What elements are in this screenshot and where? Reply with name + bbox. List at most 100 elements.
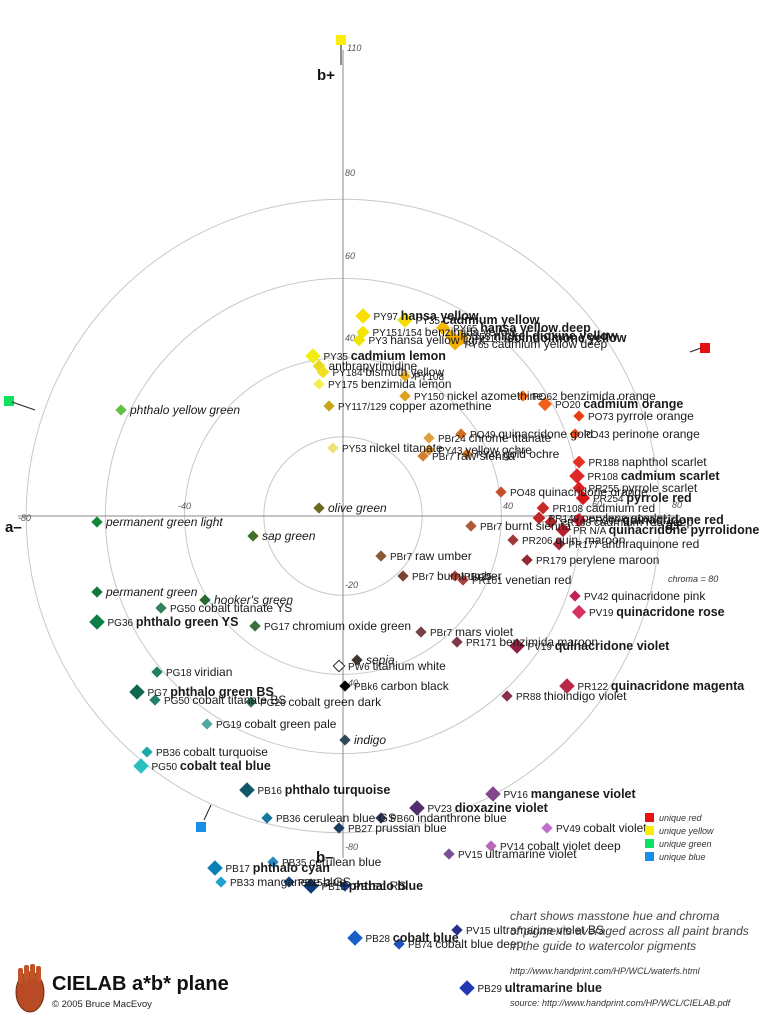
- pigment-label: PV15 ultramarine violet: [458, 847, 577, 861]
- pigment-label: PB36 cerulean blue GS: [276, 811, 396, 825]
- note-line: chart shows masstone hue and chroma: [510, 909, 720, 923]
- pigment-label: PR206 quin. maroon: [522, 533, 625, 547]
- pigment-label: PBr7 burnt umber: [412, 569, 502, 583]
- tick-label: 60: [592, 499, 602, 509]
- pigment-label: PV49 cobalt violet: [556, 821, 647, 835]
- pigment-mark: [91, 516, 103, 528]
- hand-finger: [30, 964, 35, 980]
- legend-label: unique yellow: [659, 826, 714, 836]
- pigment-mark: [448, 337, 462, 351]
- pigment-mark: [323, 400, 335, 412]
- pigment-label: PV14 cobalt violet deep: [500, 839, 621, 853]
- pigment-mark: [541, 822, 553, 834]
- pigment-label: PR171 benzimida maroon: [466, 635, 598, 649]
- pigment-label: PB17 phthalo cyan: [226, 861, 330, 875]
- pigment-mark: [339, 680, 351, 692]
- pigment-label: PB60 indanthrone blue: [390, 811, 507, 825]
- pigment-mark: [537, 396, 553, 412]
- pigment-label: PV23 dioxazine violet: [428, 801, 549, 815]
- pigment-label: PY3 hansa yellow light: [369, 333, 486, 347]
- pigment-label: PR149 perylene scarlet: [549, 511, 668, 525]
- pigment-label: PV19 quinacridone rose: [589, 605, 725, 619]
- pigment-label: PY150 nickel azomethine: [414, 389, 543, 403]
- pigment-mark: [245, 696, 257, 708]
- pigment-label: PW6 titanium white: [348, 659, 446, 673]
- pigment-label: sap green: [262, 529, 316, 543]
- pigment-label: PG19 cobalt green pale: [216, 717, 337, 731]
- unique-arrow: [203, 804, 212, 821]
- pigment-mark: [495, 486, 507, 498]
- pigment-label: PG17 chromium oxide green: [264, 619, 411, 633]
- pigment-label: PO49 quinacridone gold: [470, 427, 593, 441]
- pigment-label: PV42 quinacridone pink: [584, 589, 706, 603]
- pigment-mark: [451, 636, 463, 648]
- pigment-labels: PY97 hansa yellow PY151/154 benzimida yel…: [105, 309, 759, 995]
- pigment-mark: [417, 450, 429, 462]
- pigment-label: PB29 ultramarine blue: [478, 981, 603, 995]
- pigment-mark: [393, 938, 405, 950]
- tick-label: -40: [345, 678, 358, 688]
- pigment-mark: [569, 468, 585, 484]
- pigment-mark: [339, 880, 351, 892]
- pigment-mark: [423, 444, 435, 456]
- a-plus-label: a+: [665, 517, 682, 534]
- pigment-label: PY153 nickel dioxine yellow: [461, 329, 618, 343]
- pigment-mark: [91, 586, 103, 598]
- pigment-label: PG50 cobalt titanate BS: [164, 693, 286, 707]
- unique-arrow: [11, 401, 36, 411]
- pigment-mark: [333, 822, 345, 834]
- pigment-label: PR122 quinacridone magenta: [578, 679, 746, 693]
- pigment-mark: [89, 614, 105, 630]
- pigment-mark: [465, 520, 477, 532]
- pigment-mark: [247, 530, 259, 542]
- pigment-label: PB15:3 GS: [298, 875, 351, 889]
- pigment-label: phthalo yellow green: [129, 403, 240, 417]
- pigment-mark: [449, 570, 461, 582]
- pigment-mark: [399, 390, 411, 402]
- pigment-label: PR108 cadmium scarlet: [588, 469, 721, 483]
- hand-finger: [18, 968, 23, 984]
- pigment-label: PB27 prussian blue: [348, 821, 447, 835]
- pigment-label: PG36 phthalo green YS: [108, 615, 239, 629]
- pigment-mark: [375, 550, 387, 562]
- pigment-label: PV15 ultramarine violet BS: [466, 923, 604, 937]
- unique-marker: [196, 822, 206, 832]
- pigment-mark: [155, 602, 167, 614]
- pigment-label: PR254 pyrrole red: [593, 491, 692, 505]
- tick-label: -80: [18, 513, 31, 523]
- pigment-mark: [455, 428, 467, 440]
- pigment-label: PG18 viridian: [166, 665, 232, 679]
- pigment-label: PG50 cobalt teal blue: [152, 759, 271, 773]
- pigment-mark: [397, 570, 409, 582]
- footer-copyright: © 2005 Bruce MacEvoy: [52, 999, 152, 1010]
- legend-swatch: [645, 839, 654, 848]
- tick-label: -40: [178, 501, 191, 511]
- footer: CIELAB a*b* plane © 2005 Bruce MacEvoy: [15, 964, 229, 1013]
- unique-marker: [336, 35, 346, 45]
- pigment-mark: [507, 534, 519, 546]
- pigment-mark: [485, 786, 501, 802]
- pigment-mark: [249, 620, 261, 632]
- pigment-label: PG26 cobalt green dark: [260, 695, 382, 709]
- pigment-mark: [501, 690, 513, 702]
- axes: 110 80 60 40 -20 -40 -80 -80 -40 40 60 80 b+ b– a– a+ ch…: [5, 43, 718, 866]
- pigment-label: indigo: [354, 733, 386, 747]
- pigment-mark: [313, 502, 325, 514]
- pigment-mark: [261, 812, 273, 824]
- pigment-mark: [215, 876, 227, 888]
- pigment-mark: [571, 512, 587, 528]
- pigment-label: PR88 thioindigo violet: [516, 689, 627, 703]
- pigment-mark: [351, 654, 363, 666]
- pigment-label: PV19 quinacridone violet: [528, 639, 671, 653]
- pigment-label: PY65 cadmium yellow deep: [465, 337, 608, 351]
- unique-marker: [700, 343, 710, 353]
- legend-label: unique red: [659, 813, 703, 823]
- pigment-label: PBr25: [464, 572, 492, 583]
- pigment-label: PO48 quinacridone orange: [510, 485, 648, 499]
- pigment-mark: [347, 930, 363, 946]
- pigment-label: PB15 phthalo blue: [322, 879, 424, 893]
- legend: unique red unique yellow unique green uniqu…: [645, 813, 714, 862]
- pigment-mark: [283, 876, 295, 888]
